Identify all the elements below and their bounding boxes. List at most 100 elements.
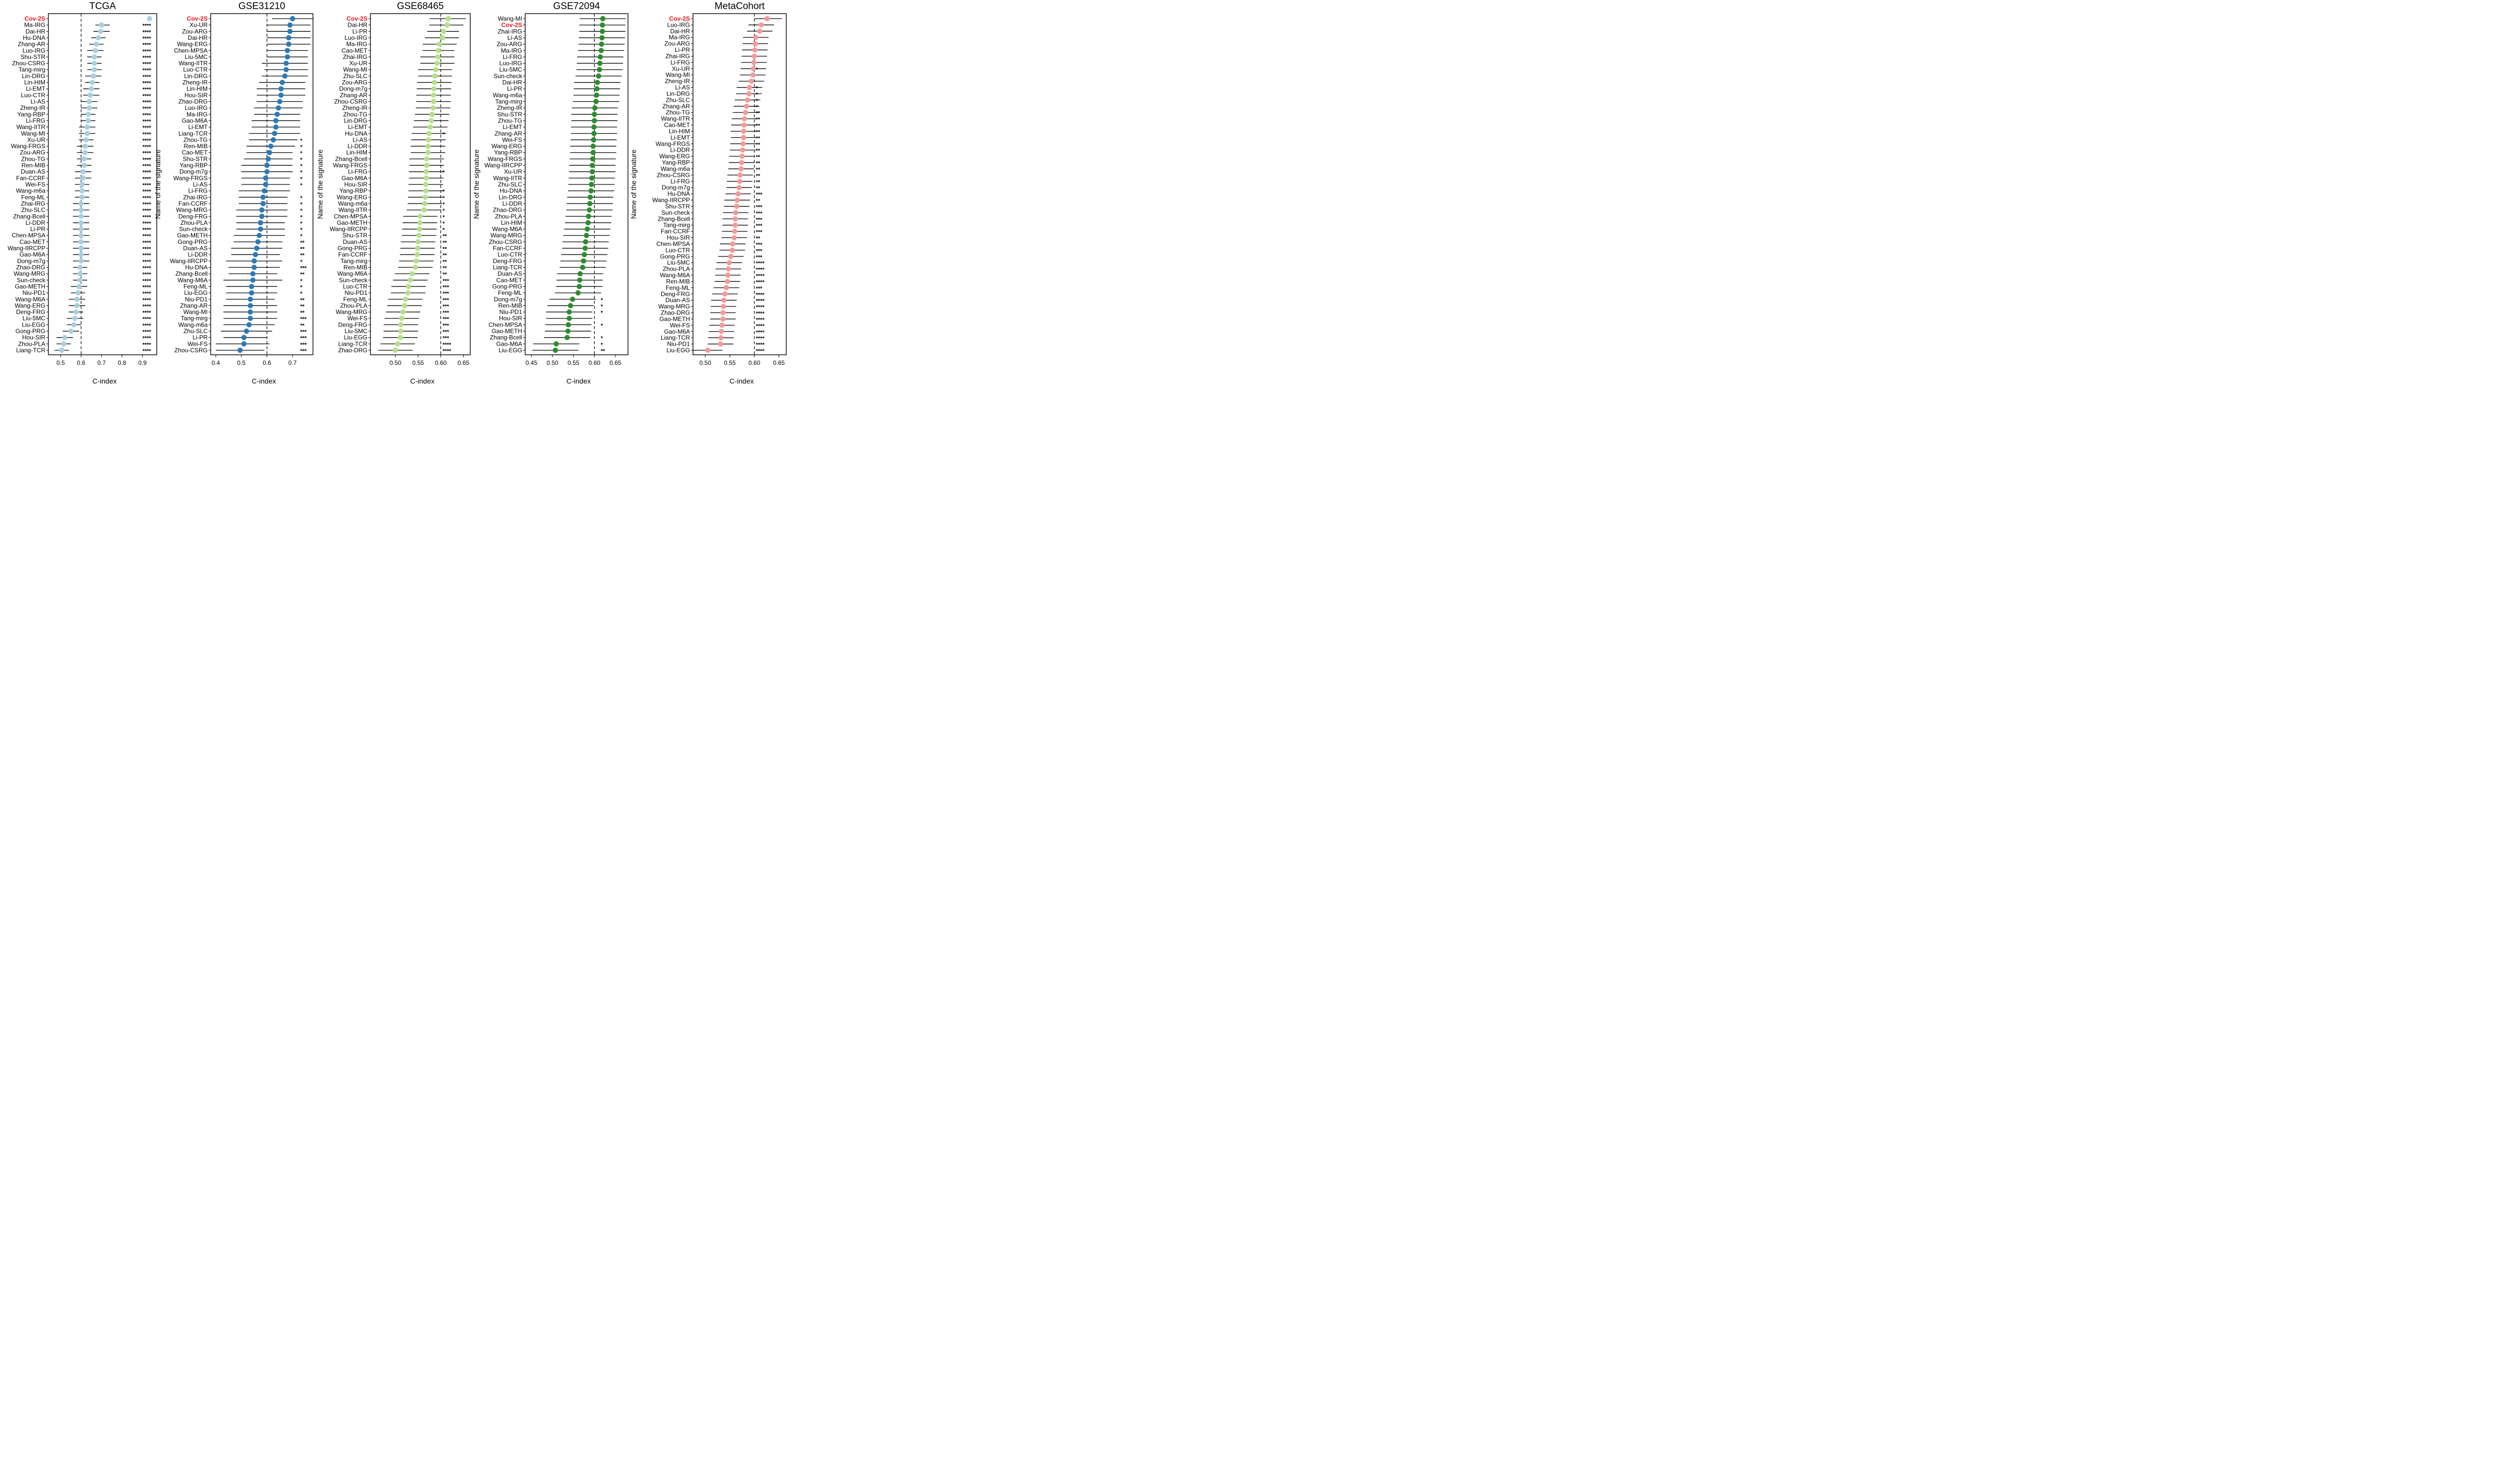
cindex-point	[577, 271, 583, 277]
signature-label: Wang-IIRCPP	[8, 245, 45, 252]
signature-label: Wang-FRGS	[333, 162, 367, 169]
signature-label: Chen-MPSA	[334, 213, 367, 220]
x-tick-label: 0.7	[288, 359, 297, 366]
signature-label: Zhai-IRG	[343, 53, 367, 60]
signature-label: Wang-m6a	[178, 321, 208, 328]
signature-label: Zhao-DRG	[493, 207, 522, 214]
signature-label: Wang-M6A	[660, 272, 690, 279]
significance-stars: ****	[143, 310, 152, 316]
cindex-point	[287, 29, 293, 34]
signature-label: Wang-m6a	[338, 200, 368, 207]
cindex-point	[253, 251, 259, 258]
signature-label: Liang-TCR	[661, 334, 690, 341]
cindex-point	[61, 341, 67, 347]
signature-label: Luo-CTR	[183, 66, 208, 73]
cindex-point	[593, 99, 599, 104]
cindex-point	[597, 67, 602, 73]
cindex-point	[250, 277, 256, 283]
cindex-point	[734, 204, 739, 209]
signature-label: Fan-CCRF	[338, 251, 367, 258]
cindex-point	[78, 245, 84, 251]
cindex-point	[566, 309, 572, 315]
significance-stars: *	[300, 182, 303, 188]
cindex-point	[83, 137, 89, 143]
signature-label: Niu-PD1	[23, 289, 46, 296]
significance-stars: ****	[143, 125, 152, 131]
significance-stars: ****	[756, 267, 765, 273]
significance-stars: ****	[143, 74, 152, 80]
signature-label: Wang-m6a	[493, 92, 523, 99]
cindex-point	[720, 316, 726, 322]
signature-label: Wang-MI	[666, 72, 690, 79]
signature-label: Chen-MPSA	[656, 240, 690, 247]
significance-stars: ****	[443, 348, 452, 354]
significance-stars: ***	[300, 348, 307, 354]
cindex-point	[78, 220, 84, 226]
cindex-point	[759, 22, 764, 28]
significance-stars: ****	[756, 336, 765, 342]
significance-stars: **	[300, 323, 305, 329]
signature-label: Hu-DNA	[667, 191, 690, 198]
cindex-point	[430, 99, 436, 104]
cindex-point	[75, 290, 81, 296]
signature-label: Wei-FS	[670, 322, 690, 329]
cindex-point	[86, 99, 92, 104]
significance-stars: ****	[756, 292, 765, 298]
signature-label: Zheng-IR	[342, 104, 367, 111]
signature-label: Wei-FS	[25, 181, 45, 188]
signature-label: Li-DDR	[502, 200, 523, 207]
significance-stars: ***	[443, 291, 450, 297]
significance-stars: ***	[443, 316, 450, 323]
signature-label: Ma-IRG	[501, 47, 522, 54]
signature-label: Gao-M6A	[182, 117, 208, 124]
signature-label: Zheng-IR	[497, 104, 522, 111]
significance-stars: ****	[756, 273, 765, 279]
cindex-point	[254, 245, 260, 251]
cindex-point	[93, 48, 98, 53]
signature-label: Wang-IITR	[338, 207, 367, 214]
significance-stars: ****	[143, 68, 152, 74]
signature-label: Cao-MET	[664, 121, 690, 129]
cindex-point	[435, 54, 441, 60]
signature-label: Liu-5MC	[23, 315, 46, 322]
signature-label: Lin-HIM	[501, 219, 522, 226]
significance-stars: ***	[756, 255, 763, 261]
cindex-point	[735, 191, 741, 197]
cindex-point	[446, 16, 451, 22]
significance-stars: *	[300, 291, 303, 297]
significance-stars: ****	[143, 93, 152, 99]
signature-label: Sun-check	[493, 73, 523, 80]
cindex-point	[422, 195, 428, 200]
cindex-point	[738, 166, 744, 172]
cindex-point	[262, 188, 267, 194]
signature-label: Liang-TCR	[493, 264, 522, 271]
signature-label: Deng-FRG	[16, 308, 45, 315]
signature-label: Yang-RBP	[339, 187, 367, 195]
significance-stars: ****	[143, 342, 152, 348]
significance-stars: **	[443, 233, 447, 239]
cindex-point	[395, 341, 401, 347]
cindex-point	[403, 296, 408, 302]
significance-stars: **	[300, 240, 305, 246]
signature-label: Fan-CCRF	[16, 174, 45, 181]
cindex-point	[705, 347, 711, 353]
significance-stars: *	[300, 202, 303, 208]
signature-label: Xu-UR	[27, 136, 45, 143]
significance-stars: **	[756, 129, 761, 135]
signature-label: Li-AS	[31, 98, 45, 105]
cindex-point	[92, 60, 97, 66]
signature-label: Duan-AS	[21, 168, 45, 175]
signature-label: Wang-ERG	[659, 153, 690, 160]
significance-stars: ****	[143, 112, 152, 118]
signature-label: Yang-RBP	[17, 111, 45, 118]
x-tick-label: 0.50	[546, 359, 558, 366]
cindex-point	[732, 228, 737, 234]
signature-label: Zhang-Bcell	[490, 334, 522, 341]
significance-stars: *	[300, 259, 303, 265]
cindex-point	[752, 47, 758, 53]
signature-label: Zhu-SLC	[343, 73, 367, 80]
cindex-point	[259, 207, 265, 213]
cindex-point	[82, 150, 88, 155]
signature-label: Tang-mirg	[663, 222, 690, 229]
significance-stars: **	[756, 148, 761, 154]
